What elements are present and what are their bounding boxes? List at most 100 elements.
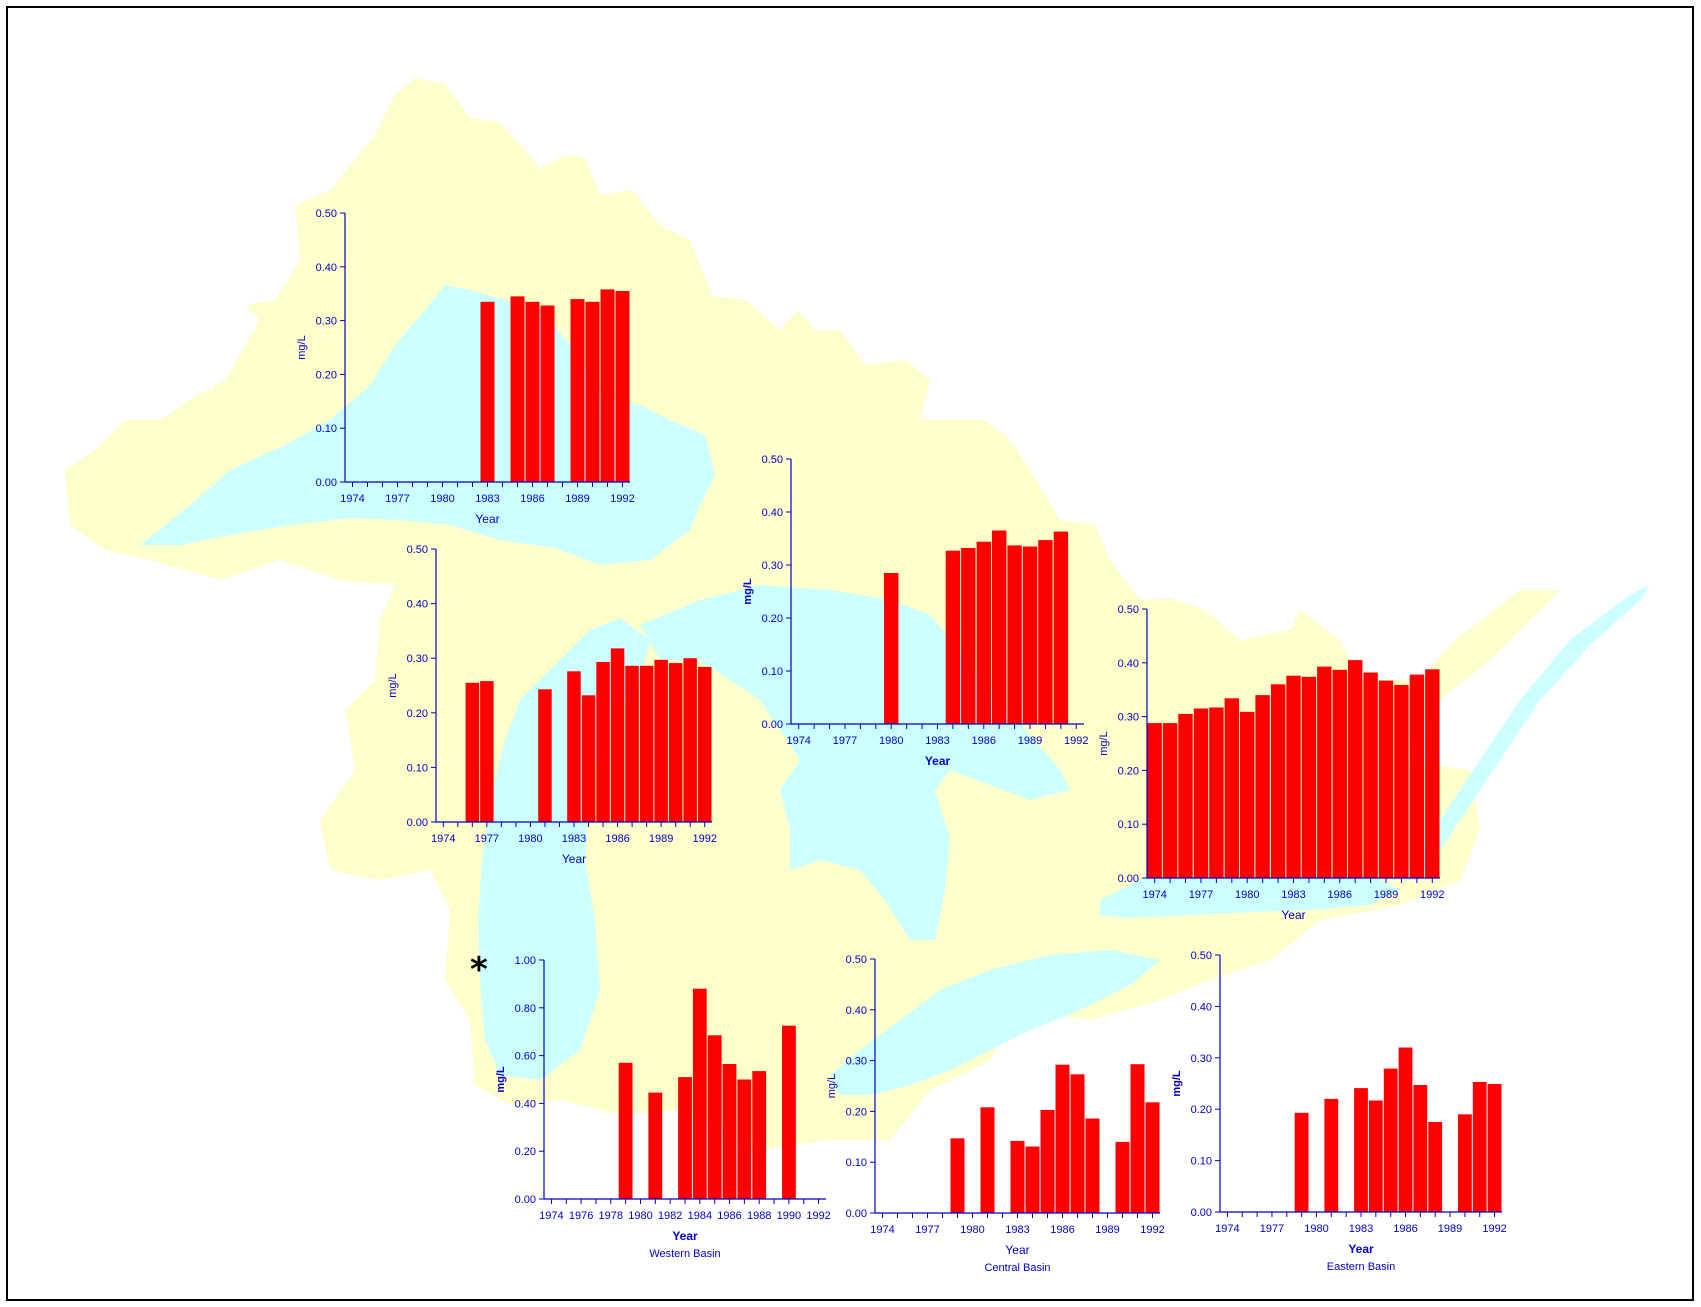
- chart-lake-superior: 0.00 0.10 0.20 0.30 0.40 0.50 1974 1977 1980 1983…: [296, 208, 635, 526]
- x-tick-label: 1986: [717, 1210, 741, 1222]
- y-tick-label: 0.50: [407, 544, 428, 556]
- y-tick-label: 0.20: [1118, 765, 1139, 777]
- x-tick-label: 1974: [786, 735, 810, 747]
- y-axis-label: mg/L: [495, 1066, 507, 1093]
- bar-lake-erie-western-basin-1981: [648, 1092, 663, 1199]
- bar-lake-erie-central-basin-1981: [980, 1107, 995, 1213]
- x-tick-label: 1992: [1420, 889, 1444, 901]
- y-tick-label: 0.30: [1191, 1053, 1212, 1065]
- bar-lake-erie-western-basin-1987: [737, 1079, 752, 1199]
- x-tick-label: 1989: [1018, 735, 1042, 747]
- x-tick-label: 1980: [879, 735, 903, 747]
- bar-lake-erie-central-basin-1987: [1070, 1074, 1085, 1213]
- bar-lake-huron-1991: [1053, 531, 1069, 724]
- bar-lake-superior-1987: [540, 305, 555, 482]
- chart-lake-erie-central-basin: 0.00 0.10 0.20 0.30 0.40 0.50 1974 1977 1980 1983…: [826, 954, 1165, 1274]
- x-axis-label: Year: [562, 852, 586, 866]
- bar-lake-erie-central-basin-1983: [1010, 1140, 1025, 1213]
- y-tick-label: 0.20: [1191, 1104, 1212, 1116]
- y-tick-label: 0.00: [1118, 873, 1139, 885]
- bar-lake-ontario-1984: [1301, 676, 1317, 878]
- y-axis-label: mg/L: [387, 673, 399, 697]
- bar-lake-erie-central-basin-1988: [1085, 1118, 1100, 1213]
- bar-lake-superior-1992: [615, 291, 630, 482]
- x-axis-label: Year: [475, 512, 499, 526]
- bar-lake-superior-1983: [480, 301, 495, 482]
- y-tick-label: 0.10: [762, 666, 783, 678]
- x-tick-label: 1974: [431, 833, 455, 845]
- x-tick-label: 1992: [806, 1210, 830, 1222]
- bar-lake-erie-eastern-basin-1987: [1413, 1085, 1428, 1212]
- chart-subtitle: Eastern Basin: [1327, 1261, 1395, 1273]
- x-tick-label: 1977: [833, 735, 857, 747]
- bar-lake-erie-eastern-basin-1983: [1354, 1088, 1368, 1212]
- bar-lake-erie-central-basin-1979: [950, 1138, 965, 1213]
- y-tick-label: 1.00: [515, 955, 536, 967]
- y-tick-label: 0.10: [1118, 819, 1139, 831]
- x-tick-label: 1983: [562, 833, 586, 845]
- bar-lake-michigan-1989: [654, 659, 668, 822]
- bar-lake-ontario-1974: [1147, 723, 1162, 878]
- y-tick-label: 0.00: [407, 817, 428, 829]
- bar-lake-michigan-1992: [698, 666, 712, 822]
- x-tick-label: 1986: [605, 833, 629, 845]
- st-lawrence-river: [1400, 585, 1650, 880]
- bar-lake-ontario-1988: [1363, 672, 1378, 878]
- bar-lake-ontario-1986: [1332, 669, 1347, 878]
- bar-lake-erie-western-basin-1984: [692, 988, 707, 1199]
- y-tick-label: 0.40: [316, 262, 337, 274]
- x-tick-label: 1983: [1005, 1224, 1029, 1236]
- bar-lake-michigan-1977: [480, 681, 494, 822]
- x-tick-label: 1988: [747, 1210, 771, 1222]
- y-tick-label: 0.00: [846, 1208, 867, 1220]
- bar-lake-erie-eastern-basin-1984: [1368, 1100, 1383, 1212]
- bar-lake-erie-central-basin-1990: [1115, 1141, 1130, 1213]
- y-tick-label: 0.20: [316, 369, 337, 381]
- bar-lake-ontario-1976: [1178, 713, 1193, 878]
- y-tick-label: 0.10: [1191, 1156, 1212, 1168]
- bar-lake-ontario-1989: [1378, 680, 1394, 878]
- bar-lake-huron-1987: [992, 530, 1007, 724]
- bar-lake-erie-western-basin-1990: [782, 1025, 796, 1199]
- bar-lake-erie-eastern-basin-1988: [1428, 1122, 1443, 1212]
- y-tick-label: 0.20: [407, 708, 428, 720]
- bar-lake-erie-eastern-basin-1979: [1294, 1112, 1309, 1212]
- bar-lake-ontario-1979: [1224, 698, 1239, 878]
- x-tick-label: 1980: [628, 1210, 652, 1222]
- x-tick-label: 1980: [1304, 1223, 1328, 1235]
- bar-lake-michigan-1991: [683, 658, 697, 822]
- bar-lake-erie-eastern-basin-1990: [1458, 1114, 1472, 1212]
- x-tick-label: 1974: [1142, 889, 1166, 901]
- x-axis-label: Year: [1348, 1242, 1374, 1256]
- bar-lake-erie-central-basin-1991: [1130, 1064, 1145, 1213]
- bar-lake-superior-1990: [585, 301, 600, 482]
- y-tick-label: 0.00: [1191, 1207, 1212, 1219]
- x-tick-label: 1992: [1140, 1224, 1164, 1236]
- x-tick-label: 1977: [475, 833, 499, 845]
- lake-michigan-water: [478, 618, 650, 1080]
- x-tick-label: 1974: [1215, 1223, 1239, 1235]
- y-tick-label: 0.80: [515, 1003, 536, 1015]
- x-tick-label: 1977: [1189, 889, 1213, 901]
- bar-lake-ontario-1990: [1394, 684, 1409, 878]
- y-tick-label: 0.50: [762, 454, 783, 466]
- x-tick-label: 1992: [1482, 1223, 1506, 1235]
- y-tick-label: 0.20: [762, 613, 783, 625]
- x-tick-label: 1986: [520, 493, 544, 505]
- figure-frame: [6, 6, 1694, 1301]
- bar-lake-erie-eastern-basin-1981: [1324, 1098, 1339, 1212]
- y-tick-label: 0.40: [1118, 658, 1139, 670]
- bar-lake-huron-1986: [976, 541, 991, 724]
- bar-lake-michigan-1990: [668, 663, 683, 822]
- x-tick-label: 1978: [599, 1210, 623, 1222]
- x-tick-label: 1982: [658, 1210, 682, 1222]
- bar-lake-superior-1989: [570, 299, 585, 482]
- x-tick-label: 1986: [972, 735, 996, 747]
- x-axis-label: Year: [1005, 1243, 1029, 1257]
- asterisk-marker: *: [470, 950, 488, 990]
- bar-lake-michigan-1984: [581, 695, 596, 822]
- bar-lake-erie-central-basin-1985: [1040, 1109, 1055, 1213]
- bar-lake-superior-1985: [510, 296, 525, 482]
- bar-lake-erie-central-basin-1986: [1055, 1064, 1070, 1213]
